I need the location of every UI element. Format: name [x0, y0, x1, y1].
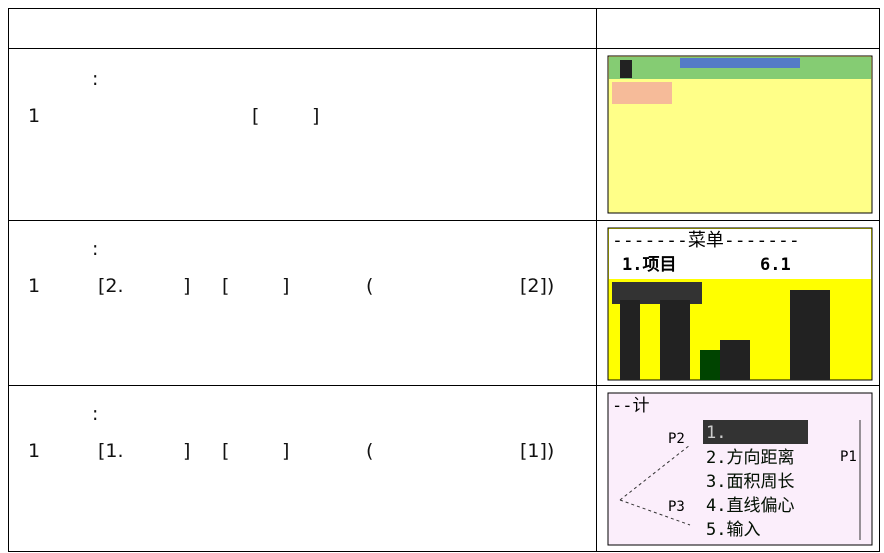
cell-text: 1: [28, 105, 41, 127]
screen-text: P2: [668, 431, 685, 447]
screen-text: P3: [668, 499, 685, 515]
cell-text: :: [92, 68, 99, 90]
cell-text: [: [222, 440, 230, 462]
cell-text: :: [92, 238, 99, 260]
cell-text: [: [252, 105, 260, 127]
screen-text: 6.1: [760, 255, 791, 275]
screen-text: -------菜单-------: [612, 230, 800, 251]
screen-text: P1: [840, 449, 857, 465]
cell-text: [2]): [520, 275, 555, 297]
screen-text: 5.输入: [706, 520, 761, 540]
screen-text: 1.: [706, 423, 727, 443]
screen-text: 1.项目: [622, 255, 677, 275]
screen-text: --计: [612, 396, 650, 416]
cell-text: [1.: [98, 440, 124, 462]
screen-text: 4.直线偏心: [706, 496, 795, 516]
cell-text: ]: [282, 440, 290, 462]
screen-text: 2.方向距离: [706, 448, 795, 468]
cell-text: [2.: [98, 275, 124, 297]
cell-text: [: [222, 275, 230, 297]
cell-text: 1: [28, 275, 41, 297]
cell-text: :: [92, 403, 99, 425]
cell-text: (: [366, 440, 374, 462]
cell-text: ]: [312, 105, 320, 127]
cell-text: ]: [183, 440, 191, 462]
cell-text: [1]): [520, 440, 555, 462]
cell-text: (: [366, 275, 374, 297]
cell-text: ]: [183, 275, 191, 297]
cell-text: 1: [28, 440, 41, 462]
cell-text: ]: [282, 275, 290, 297]
screen-text: 3.面积周长: [706, 472, 795, 492]
